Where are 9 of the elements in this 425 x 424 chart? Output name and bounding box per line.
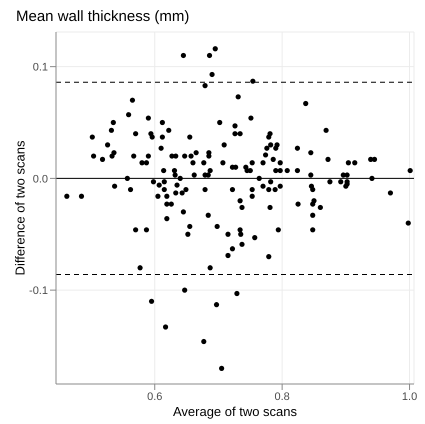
x-tick-label: 0.6 <box>147 390 162 403</box>
y-tick-label: 0.0 <box>32 173 48 186</box>
y-tick-label: 0.1 <box>32 62 48 74</box>
y-tick-label: -0.1 <box>29 285 48 298</box>
y-axis-title: Difference of two scans <box>12 140 28 276</box>
x-axis-title: Average of two scans <box>172 404 298 419</box>
x-tick-label: 1.0 <box>402 390 418 403</box>
x-tick-label: 0.8 <box>274 390 290 403</box>
chart-title: Mean wall thickness (mm) <box>16 8 190 25</box>
